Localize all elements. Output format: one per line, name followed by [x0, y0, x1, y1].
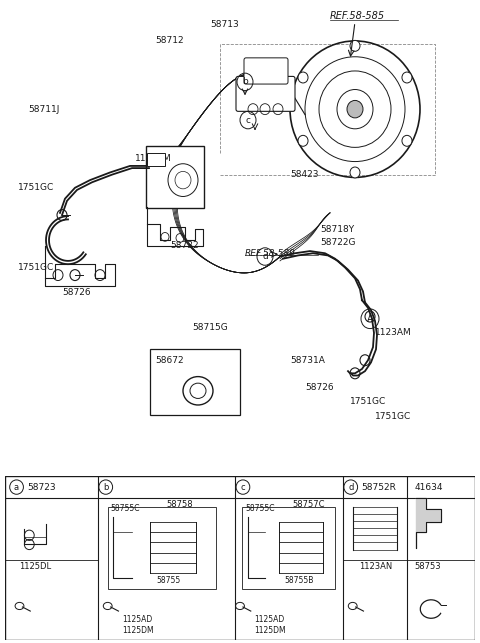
Text: 58715G: 58715G [192, 323, 228, 332]
Text: REF.58-585: REF.58-585 [330, 12, 385, 21]
Circle shape [347, 100, 363, 118]
Text: 58723: 58723 [27, 483, 56, 492]
Text: c: c [240, 483, 245, 492]
Text: 58711J: 58711J [28, 105, 60, 114]
Text: 1123AM: 1123AM [135, 154, 172, 163]
Text: 58731A: 58731A [290, 356, 325, 365]
Text: 58423: 58423 [290, 170, 319, 179]
Text: 58713: 58713 [210, 19, 239, 28]
Text: 58722G: 58722G [320, 238, 356, 247]
Text: 58757C: 58757C [292, 500, 325, 509]
Text: 1123AN: 1123AN [360, 561, 393, 570]
Bar [147, 153, 165, 166]
Text: REF.58-589: REF.58-589 [245, 249, 296, 258]
Text: 1125AD: 1125AD [255, 615, 285, 624]
FancyBboxPatch shape [146, 146, 204, 208]
Circle shape [350, 41, 360, 51]
Text: 1125DL: 1125DL [20, 561, 52, 570]
Text: 1125DM: 1125DM [122, 626, 154, 635]
Text: b: b [103, 483, 108, 492]
Text: 1751GC: 1751GC [18, 183, 54, 192]
Text: 58755: 58755 [156, 576, 181, 585]
Circle shape [402, 136, 412, 146]
Text: 58726: 58726 [305, 383, 334, 392]
Text: 58752R: 58752R [361, 483, 396, 492]
FancyBboxPatch shape [236, 77, 295, 111]
Circle shape [298, 72, 308, 83]
Text: 58755C: 58755C [245, 504, 275, 513]
Circle shape [298, 136, 308, 146]
Text: 58755C: 58755C [110, 504, 140, 513]
Circle shape [402, 72, 412, 83]
Text: 1751GC: 1751GC [375, 413, 411, 422]
Text: 58755B: 58755B [284, 576, 313, 585]
Text: 58758: 58758 [166, 500, 192, 509]
Text: c: c [245, 116, 251, 125]
Text: 1751GC: 1751GC [18, 263, 54, 272]
Text: d: d [262, 252, 268, 261]
Text: d: d [348, 483, 353, 492]
Text: b: b [242, 77, 248, 86]
Circle shape [350, 167, 360, 178]
Text: 58732: 58732 [170, 241, 199, 250]
Text: 58753: 58753 [414, 561, 441, 570]
Text: A: A [367, 314, 373, 323]
Text: 58726: 58726 [62, 288, 91, 297]
Text: a: a [14, 483, 19, 492]
Text: 58672: 58672 [155, 356, 184, 365]
FancyBboxPatch shape [244, 58, 288, 84]
Text: 41634: 41634 [414, 483, 443, 492]
Text: 1125DM: 1125DM [255, 626, 287, 635]
Text: 58712: 58712 [155, 36, 184, 45]
Text: 1123AM: 1123AM [375, 329, 412, 338]
Bar [242, 507, 335, 588]
Polygon shape [416, 498, 441, 548]
Bar [150, 349, 240, 415]
Text: 1751GC: 1751GC [350, 397, 386, 406]
Text: 1125AD: 1125AD [122, 615, 153, 624]
Text: 58718Y: 58718Y [320, 225, 354, 234]
Bar [108, 507, 216, 588]
